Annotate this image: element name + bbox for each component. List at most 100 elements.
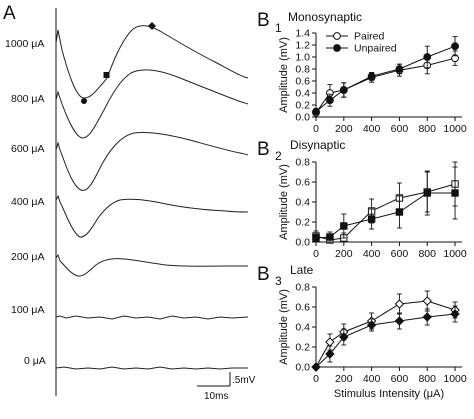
y-tick-label: 0.0 bbox=[295, 112, 310, 124]
trace-1000 bbox=[55, 25, 249, 99]
scale-voltage-label: .5mV bbox=[232, 375, 256, 386]
data-point bbox=[423, 53, 432, 61]
data-point bbox=[395, 65, 404, 73]
y-tick-label: 0.4 bbox=[295, 88, 310, 100]
chart-b3: B 3 Late 0.0 0.2 0.4 0.6 0.8 0 200 400 600 800 1000 Am… bbox=[257, 263, 467, 400]
series-line bbox=[315, 57, 456, 114]
x-tick-label: 200 bbox=[335, 373, 353, 385]
y-tick-label: 0.2 bbox=[295, 342, 310, 354]
data-point bbox=[325, 337, 335, 347]
trace-400 bbox=[55, 194, 249, 238]
legend-marker bbox=[333, 44, 341, 52]
data-point bbox=[326, 233, 334, 241]
legend-marker bbox=[333, 32, 341, 40]
data-point bbox=[312, 234, 320, 242]
data-point bbox=[450, 309, 460, 319]
chart-b2: B 2 Disynaptic 0.0 0.2 0.4 0.6 0.8 0 200 400 600 800… bbox=[257, 138, 467, 260]
series-line bbox=[315, 313, 456, 368]
panel-b1-title: Monosynaptic bbox=[288, 10, 362, 24]
chart-b1: B 1 Monosynaptic 0.00.20.40.60.81.01.21.4 0 2… bbox=[257, 10, 467, 135]
panel-b3-title: Late bbox=[290, 263, 314, 277]
x-tick-label: 400 bbox=[363, 248, 381, 260]
trace-label-800: 800 μA bbox=[11, 93, 45, 105]
x-tick-label: 800 bbox=[418, 248, 436, 260]
x-tick-label: 0 bbox=[313, 248, 319, 260]
data-point bbox=[367, 72, 376, 81]
y-tick-label: 0.2 bbox=[295, 100, 310, 112]
series-open-square bbox=[312, 161, 459, 244]
marker-disynaptic bbox=[103, 72, 110, 78]
scale-time-label: 10ms bbox=[204, 391, 228, 402]
y-tick-label: 0.4 bbox=[295, 197, 310, 209]
x-tick-label: 600 bbox=[391, 123, 409, 135]
data-point bbox=[395, 208, 404, 216]
data-point bbox=[326, 96, 334, 105]
x-tick-label: 800 bbox=[418, 123, 436, 135]
x-tick-label: 800 bbox=[418, 373, 436, 385]
series-line bbox=[315, 45, 456, 112]
x-tick-label: 400 bbox=[363, 373, 381, 385]
trace-600 bbox=[55, 132, 249, 191]
y-tick-label: 0.2 bbox=[295, 217, 310, 229]
data-point bbox=[451, 189, 459, 197]
panel-b3-subscript: 3 bbox=[275, 274, 282, 288]
series-filled-diamond bbox=[311, 305, 460, 372]
y-tick-label: 0.0 bbox=[295, 237, 310, 249]
x-tick-label: 200 bbox=[335, 248, 353, 260]
y-tick-label: 0.4 bbox=[295, 322, 310, 334]
panel-b2-title: Disynaptic bbox=[290, 138, 345, 152]
data-point bbox=[423, 189, 431, 197]
data-point bbox=[339, 86, 348, 94]
y-tick-label: 0.6 bbox=[295, 76, 310, 88]
y-axis-label: Amplitude (mV) bbox=[278, 164, 290, 240]
data-point bbox=[339, 332, 349, 342]
data-point bbox=[422, 296, 432, 306]
y-tick-label: 1.4 bbox=[295, 28, 310, 40]
trace-0 bbox=[55, 366, 248, 370]
y-tick-label: 0.6 bbox=[295, 177, 310, 189]
trace-label-400: 400 μA bbox=[11, 196, 45, 208]
series-open-circle bbox=[312, 50, 459, 117]
x-axis-label: Stimulus Intensity (μA) bbox=[334, 388, 444, 400]
data-point bbox=[325, 349, 335, 359]
trace-200 bbox=[55, 253, 248, 277]
data-point bbox=[366, 320, 377, 330]
panel-b1-letter: B bbox=[257, 10, 270, 31]
y-axis-label: Amplitude (mV) bbox=[278, 289, 290, 365]
trace-800 bbox=[55, 69, 249, 139]
y-tick-label: 0.8 bbox=[295, 282, 310, 294]
trace-100 bbox=[55, 315, 249, 320]
x-tick-label: 0 bbox=[313, 373, 319, 385]
y-tick-label: 1.2 bbox=[295, 40, 310, 52]
legend-label: Unpaired bbox=[354, 43, 397, 55]
series-filled-square bbox=[312, 166, 459, 243]
legend-label: Paired bbox=[354, 31, 385, 43]
trace-label-0: 0 μA bbox=[24, 355, 46, 367]
data-point bbox=[394, 316, 405, 326]
marker-late bbox=[148, 22, 156, 30]
x-tick-label: 400 bbox=[363, 123, 381, 135]
x-tick-label: 1000 bbox=[443, 123, 467, 135]
panel-b2-subscript: 2 bbox=[275, 149, 282, 163]
data-point bbox=[451, 42, 459, 51]
x-tick-label: 600 bbox=[391, 248, 409, 260]
marker-monosynaptic bbox=[81, 98, 87, 104]
y-tick-label: 0.0 bbox=[295, 362, 310, 374]
data-point bbox=[394, 299, 405, 309]
y-tick-label: 0.8 bbox=[295, 157, 310, 169]
x-tick-label: 0 bbox=[313, 123, 319, 135]
y-tick-label: 0.8 bbox=[295, 64, 310, 76]
trace-label-200: 200 μA bbox=[11, 251, 45, 263]
trace-label-1000: 1000 μA bbox=[5, 38, 44, 50]
x-tick-label: 1000 bbox=[443, 248, 467, 260]
panel-a-letter: A bbox=[3, 3, 16, 24]
series-line bbox=[315, 300, 456, 368]
data-point bbox=[312, 107, 320, 116]
series-line bbox=[315, 192, 456, 239]
data-point bbox=[367, 215, 376, 223]
trace-label-600: 600 μA bbox=[11, 143, 45, 155]
y-axis-label: Amplitude (mV) bbox=[278, 37, 290, 113]
trace-label-100: 100 μA bbox=[11, 304, 45, 316]
